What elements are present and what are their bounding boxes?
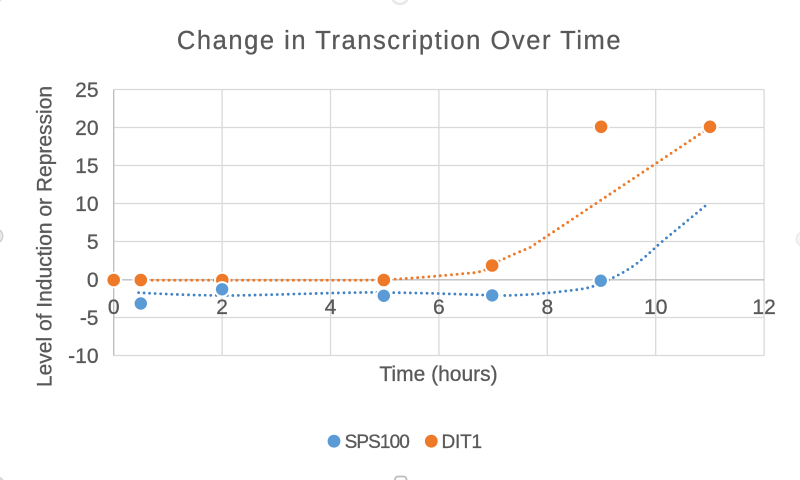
svg-text:Change in Transcription Over T: Change in Transcription Over Time	[177, 27, 622, 55]
svg-text:0: 0	[108, 296, 120, 319]
svg-text:6: 6	[433, 296, 445, 319]
svg-text:Level of Induction or Repressi: Level of Induction or Repression	[34, 86, 57, 387]
svg-text:12: 12	[752, 296, 775, 319]
svg-text:8: 8	[541, 296, 553, 319]
svg-text:0: 0	[87, 269, 99, 292]
svg-text:-10: -10	[68, 345, 98, 368]
svg-text:5: 5	[87, 231, 99, 254]
svg-text:DIT1: DIT1	[442, 432, 482, 453]
svg-text:Time (hours): Time (hours)	[379, 363, 497, 386]
svg-text:-5: -5	[80, 307, 99, 330]
svg-text:10: 10	[75, 193, 98, 216]
svg-text:2: 2	[216, 296, 228, 319]
svg-text:SPS100: SPS100	[345, 432, 410, 453]
svg-text:25: 25	[75, 79, 98, 102]
svg-text:4: 4	[325, 296, 337, 319]
svg-text:10: 10	[644, 296, 667, 319]
svg-text:20: 20	[75, 117, 98, 140]
svg-text:15: 15	[75, 155, 98, 178]
